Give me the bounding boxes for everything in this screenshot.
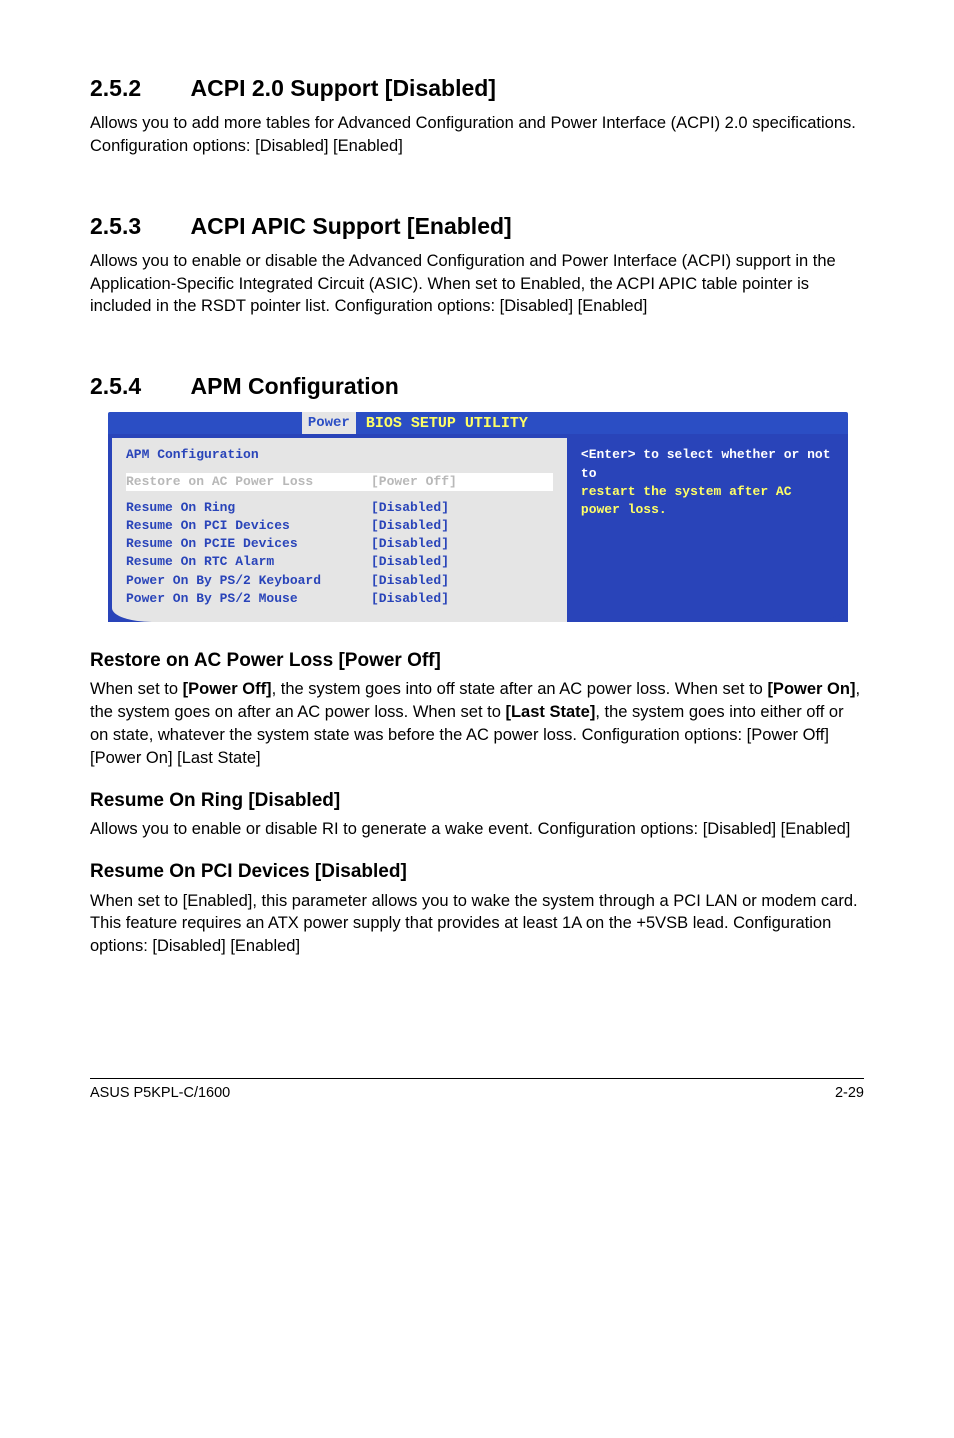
section-heading-254: 2.5.4 APM Configuration	[90, 370, 864, 402]
footer: ASUS P5KPL-C/1600 2-29	[90, 1079, 864, 1103]
subbody-ring: Allows you to enable or disable RI to ge…	[90, 818, 864, 841]
section-title: APM Configuration	[191, 373, 399, 399]
bios-config-row: Power On By PS/2 Keyboard[Disabled]	[126, 572, 553, 590]
bios-titlebar-spacer	[538, 412, 848, 434]
bios-row-value: [Disabled]	[371, 590, 449, 608]
bios-row-label: Resume On RTC Alarm	[126, 553, 371, 571]
bios-config-row: Power On By PS/2 Mouse[Disabled]	[126, 590, 553, 608]
bios-row-value: [Disabled]	[371, 553, 449, 571]
bios-row-value: [Disabled]	[371, 572, 449, 590]
subheading-ring: Resume On Ring [Disabled]	[90, 788, 864, 815]
footer-right: 2-29	[835, 1083, 864, 1103]
section-num: 2.5.2	[90, 72, 185, 104]
bios-row-label: Power On By PS/2 Keyboard	[126, 572, 371, 590]
bios-row-label: Resume On PCIE Devices	[126, 535, 371, 553]
bios-config-row: Restore on AC Power Loss[Power Off]	[126, 473, 553, 491]
bios-titlebar-spacer	[108, 412, 302, 434]
bios-row-value: [Disabled]	[371, 499, 449, 517]
bios-left-panel: APM Configuration Restore on AC Power Lo…	[112, 438, 567, 622]
bios-row-value: [Power Off]	[371, 473, 457, 491]
subheading-restore: Restore on AC Power Loss [Power Off]	[90, 648, 864, 675]
bios-screenshot: Power BIOS SETUP UTILITY APM Configurati…	[108, 412, 848, 622]
subbody-pci: When set to [Enabled], this parameter al…	[90, 890, 864, 958]
bios-row-value: [Disabled]	[371, 517, 449, 535]
bios-titlebar: Power BIOS SETUP UTILITY	[108, 412, 848, 434]
bios-row-value: [Disabled]	[371, 535, 449, 553]
section-num: 2.5.3	[90, 210, 185, 242]
bios-help-panel: <Enter> to select whether or not to rest…	[569, 438, 844, 622]
bios-config-row: Resume On PCI Devices[Disabled]	[126, 517, 553, 535]
bios-panel-heading: APM Configuration	[126, 446, 553, 464]
bios-tab-power: Power	[302, 412, 356, 434]
bios-config-row: Resume On Ring[Disabled]	[126, 499, 553, 517]
bios-help-line-white: <Enter> to select whether or not to	[581, 446, 832, 482]
bios-row-label: Resume On PCI Devices	[126, 517, 371, 535]
bios-row-label: Resume On Ring	[126, 499, 371, 517]
section-heading-252: 2.5.2 ACPI 2.0 Support [Disabled]	[90, 72, 864, 104]
footer-left: ASUS P5KPL-C/1600	[90, 1083, 230, 1103]
bios-row-label: Restore on AC Power Loss	[126, 473, 371, 491]
section-title: ACPI APIC Support [Enabled]	[191, 213, 512, 239]
bios-help-line-yellow: restart the system after AC power loss.	[581, 483, 832, 519]
bios-config-row: Resume On RTC Alarm[Disabled]	[126, 553, 553, 571]
section-num: 2.5.4	[90, 370, 185, 402]
section-body-252: Allows you to add more tables for Advanc…	[90, 112, 864, 158]
subheading-pci: Resume On PCI Devices [Disabled]	[90, 859, 864, 886]
bios-config-row: Resume On PCIE Devices[Disabled]	[126, 535, 553, 553]
bios-body: APM Configuration Restore on AC Power Lo…	[108, 434, 848, 622]
section-body-253: Allows you to enable or disable the Adva…	[90, 250, 864, 318]
section-title: ACPI 2.0 Support [Disabled]	[191, 75, 496, 101]
bios-title-text: BIOS SETUP UTILITY	[356, 412, 538, 434]
subbody-restore: When set to [Power Off], the system goes…	[90, 678, 864, 769]
section-heading-253: 2.5.3 ACPI APIC Support [Enabled]	[90, 210, 864, 242]
bios-row-label: Power On By PS/2 Mouse	[126, 590, 371, 608]
